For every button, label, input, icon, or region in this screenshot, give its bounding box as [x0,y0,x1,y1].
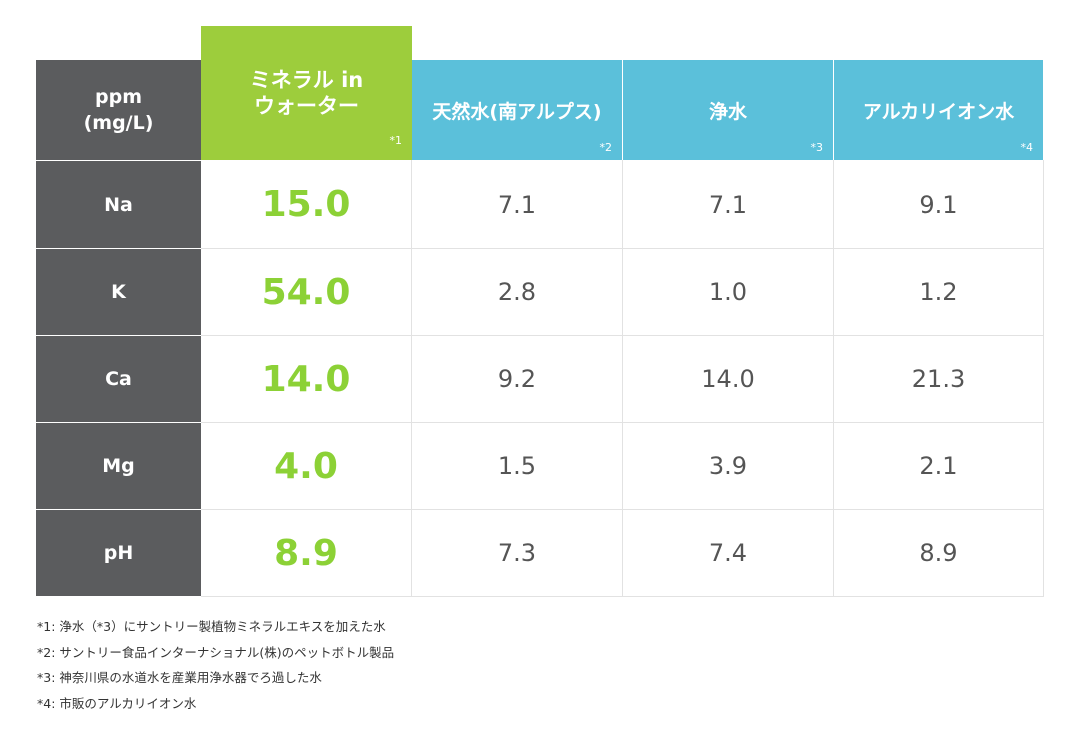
column-header: アルカリイオン水 *4 [834,60,1043,160]
column-divider [833,160,834,596]
row-label: Na [104,193,133,216]
data-value: 1.0 [708,278,748,306]
data-cell: 7.1 [623,161,833,248]
row-header: Ca [36,336,201,422]
data-value: 2.1 [919,452,958,480]
footnote: *2: サントリー食品インターナショナル(株)のペットボトル製品 [37,644,395,660]
column-header-label: 天然水(南アルプス) [432,100,602,123]
column-header-label: 浄水 [708,100,747,123]
data-cell: 14.0 [201,336,411,422]
row-header: K [36,249,201,335]
column-header-label: ウォーター [254,94,359,118]
data-cell: 14.0 [623,336,833,422]
data-cell: 4.0 [201,423,411,509]
data-value: 7.1 [708,190,748,219]
data-cell: 8.9 [834,510,1043,596]
footnotes: *1: 浄水（*3）にサントリー製植物ミネラルエキスを加えた水 *2: サントリ… [37,614,394,716]
data-cell: 9.1 [834,161,1043,248]
data-value: 14.0 [261,358,351,400]
data-cell: 1.0 [623,249,833,335]
row-header: Na [36,161,201,248]
data-cell: 9.2 [412,336,622,422]
data-value: 1.5 [497,452,537,480]
column-divider [1043,160,1044,596]
data-cell: 7.3 [412,510,622,596]
corner-header: ppm (mg/L) [36,60,201,160]
data-value: 2.8 [497,278,537,306]
data-value: 3.9 [708,452,748,480]
data-cell: 2.1 [834,423,1043,509]
data-value: 21.3 [911,365,966,393]
row-header: pH [36,510,201,596]
data-value: 54.0 [261,271,351,313]
data-value: 8.9 [274,532,338,574]
column-note-mark: *3 [810,141,824,154]
data-value: 14.0 [701,365,755,393]
row-label: K [111,281,126,303]
data-cell: 7.1 [412,161,622,248]
data-cell: 21.3 [834,336,1043,422]
data-value: 7.1 [497,190,537,219]
row-label: pH [103,542,134,564]
column-header-label: ミネラル in [249,68,364,92]
data-cell: 15.0 [201,161,411,248]
column-note-mark: *1 [389,134,403,147]
data-value: 9.1 [919,190,958,219]
data-cell: 8.9 [201,510,411,596]
column-note-mark: *2 [599,141,613,154]
column-header: ミネラル in ウォーター *1 [201,26,412,160]
data-cell: 7.4 [623,510,833,596]
footnote: *4: 市販のアルカリイオン水 [37,695,197,711]
data-value: 4.0 [274,445,338,487]
row-label: Ca [105,368,132,390]
column-header: 天然水(南アルプス) *2 [412,60,622,160]
row-header: Mg [36,423,201,509]
data-cell: 3.9 [623,423,833,509]
footnote: *1: 浄水（*3）にサントリー製植物ミネラルエキスを加えた水 [37,619,386,634]
data-cell: 1.2 [834,249,1043,335]
data-value: 7.3 [497,539,537,567]
row-label: Mg [102,455,135,477]
data-value: 7.4 [708,539,748,567]
column-divider [411,160,412,596]
data-cell: 2.8 [412,249,622,335]
data-value: 1.2 [919,278,958,306]
data-value: 15.0 [261,184,351,225]
mineral-comparison-table: ppm (mg/L) ミネラル in ウォーター *1 天然水(南アルプス) *2 浄水 *3 ア… [36,26,1044,597]
table-bottom-border [201,596,1044,597]
data-value: 8.9 [919,539,958,567]
column-note-mark: *4 [1020,141,1034,154]
column-header: 浄水 *3 [623,60,833,160]
corner-label: (mg/L) [83,112,154,134]
data-cell: 54.0 [201,249,411,335]
corner-label: ppm [95,86,142,108]
column-divider [622,160,623,596]
column-header-label: アルカリイオン水 [862,100,1015,123]
data-value: 9.2 [497,365,537,393]
data-cell: 1.5 [412,423,622,509]
footnote: *3: 神奈川県の水道水を産業用浄水器でろ過した水 [37,670,322,685]
